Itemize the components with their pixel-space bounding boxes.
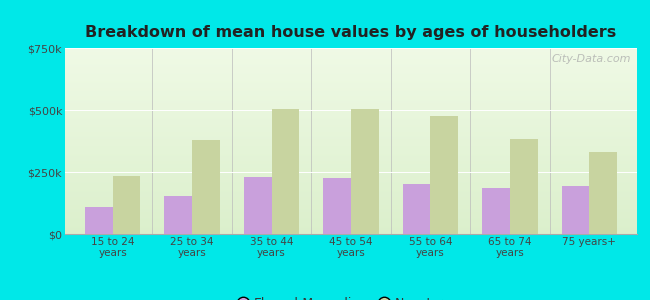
Bar [164, 196, 192, 234]
Bar [590, 152, 617, 234]
Bar [112, 176, 140, 234]
Title: Breakdown of mean house values by ages of householders: Breakdown of mean house values by ages o… [85, 25, 617, 40]
Bar [192, 140, 220, 234]
Bar [323, 178, 351, 234]
Bar [244, 177, 272, 234]
Bar [351, 109, 379, 234]
Bar [510, 139, 538, 234]
Bar [85, 207, 112, 234]
Bar [482, 188, 510, 234]
Bar [430, 116, 458, 234]
Text: City-Data.com: City-Data.com [552, 54, 631, 64]
Bar [562, 186, 590, 234]
Bar [272, 109, 300, 234]
Bar [402, 184, 430, 234]
Legend: Elwood-Magnolia, New Jersey: Elwood-Magnolia, New Jersey [233, 292, 469, 300]
